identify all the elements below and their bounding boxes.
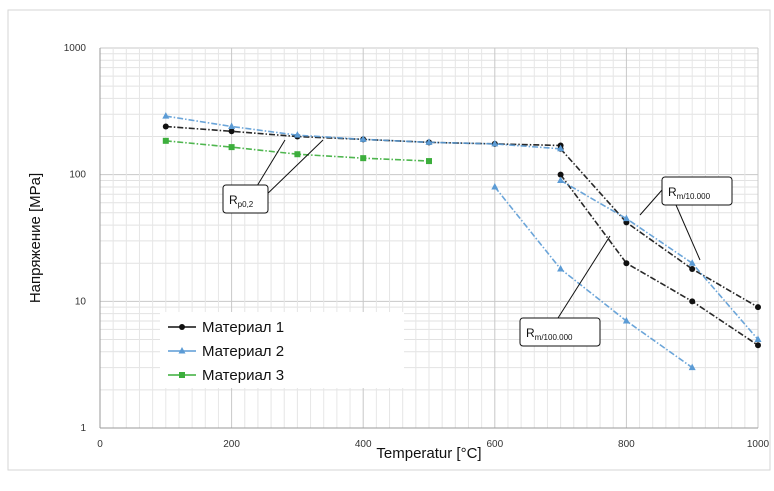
legend-label: Материал 1 [202, 319, 284, 336]
callout-subscript: m/10.000 [677, 192, 711, 201]
callout-box [222, 184, 269, 214]
legend-item-1: Материал 1 [168, 319, 284, 336]
series-3 [162, 137, 432, 165]
callout-subscript: p0,2 [238, 200, 254, 209]
data-point [557, 264, 565, 272]
legend-box [160, 312, 404, 388]
data-point [228, 128, 235, 135]
y-tick-label: 100 [69, 170, 86, 181]
callout-box [519, 317, 601, 347]
data-point [360, 155, 367, 162]
callout-main: R [668, 185, 677, 199]
data-point [491, 182, 499, 190]
callout-2: Rm/10.000 [639, 176, 733, 261]
x-tick-label: 600 [486, 439, 503, 450]
data-point [557, 144, 565, 152]
callout-label: Rp0,2 [229, 193, 254, 209]
x-tick-label: 400 [355, 439, 372, 450]
data-point [557, 171, 564, 178]
data-point [228, 122, 236, 130]
legend-item-2: Материал 2 [168, 343, 284, 360]
x-tick-label: 800 [618, 439, 635, 450]
data-point [162, 112, 170, 119]
callout-label: Rm/100.000 [526, 326, 573, 342]
data-point [425, 138, 433, 145]
x-tick-label: 200 [223, 439, 240, 450]
data-point [359, 135, 367, 142]
callout-leader [256, 139, 286, 187]
y-tick-label: 1000 [64, 43, 87, 54]
data-point [557, 176, 565, 183]
callout-main: R [229, 193, 238, 207]
data-point [689, 265, 696, 272]
x-axis-title: Temperatur [°C] [376, 445, 481, 462]
data-point [179, 372, 185, 378]
legend-label: Материал 3 [202, 367, 284, 384]
data-point [293, 131, 301, 138]
callout-subscript: m/100.000 [535, 333, 573, 342]
y-tick-label: 1 [80, 423, 86, 434]
data-point [755, 304, 761, 311]
data-point [622, 316, 630, 324]
x-tick-label: 0 [97, 439, 103, 450]
series-layer [162, 112, 762, 371]
callout-3: Rm/100.000 [519, 235, 611, 347]
callout-leader [261, 139, 324, 200]
callout-label: Rm/10.000 [668, 185, 711, 201]
y-tick-label: 10 [75, 296, 87, 307]
series-line [494, 186, 693, 369]
series-line [560, 179, 759, 340]
data-point [294, 151, 301, 158]
legend: Материал 1 Материал 2 Материал 3 [160, 312, 404, 388]
axes: 0 200 400 600 800 1000 1 10 100 1000 [64, 43, 770, 450]
data-point [754, 335, 762, 342]
data-point [688, 259, 696, 266]
data-point [623, 260, 630, 267]
legend-item-3: Материал 3 [168, 367, 284, 384]
x-tick-label: 1000 [747, 439, 770, 450]
callout-box [661, 176, 733, 206]
y-axis-title: Напряжение [MPa] [27, 173, 44, 303]
data-point [179, 324, 185, 330]
data-point [178, 347, 186, 354]
legend-label: Материал 2 [202, 343, 284, 360]
series-line [559, 174, 759, 346]
callout-main: R [526, 326, 535, 340]
data-point [755, 342, 761, 349]
data-point [688, 363, 696, 371]
data-point [228, 144, 235, 151]
callout-leader [639, 189, 663, 216]
data-point [689, 298, 696, 305]
chart-frame [7, 9, 771, 471]
callout-leader [675, 204, 701, 261]
data-point [426, 158, 432, 165]
series-2 [162, 112, 762, 371]
callout-1: Rp0,2 [222, 139, 324, 214]
data-point [162, 137, 169, 144]
series-line [560, 148, 759, 308]
data-point [162, 123, 169, 130]
data-point [622, 214, 630, 222]
callout-leader [557, 235, 611, 319]
data-point [491, 139, 499, 147]
